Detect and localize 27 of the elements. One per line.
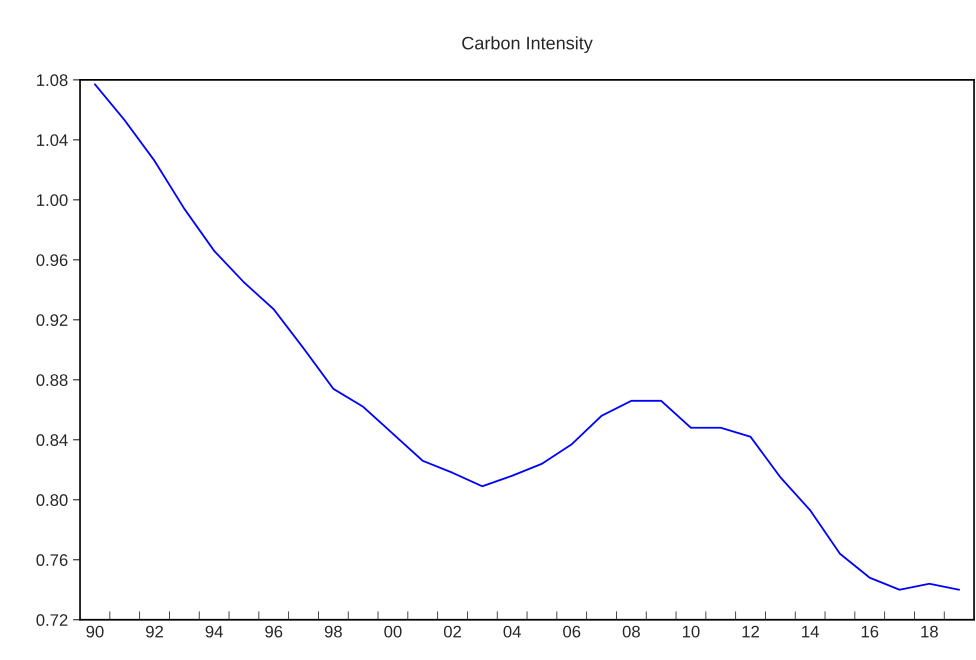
y-tick-label: 0.92 (36, 314, 68, 326)
x-tick-label: 96 (265, 626, 282, 638)
x-tick-label: 06 (563, 626, 580, 638)
chart-title: Carbon Intensity (462, 36, 593, 54)
y-tick-label: 1.08 (37, 74, 68, 86)
y-tick-label: 1.04 (37, 134, 68, 146)
x-tick-label: 92 (146, 626, 163, 638)
y-tick-label: 0.84 (36, 434, 68, 446)
x-tick-label: 18 (921, 626, 938, 638)
y-tick-label: 1.00 (37, 194, 68, 206)
line-series (94, 83, 960, 591)
y-tick-label: 0.80 (36, 494, 68, 506)
y-tick-label: 0.76 (36, 554, 68, 566)
y-tick-label: 0.72 (36, 614, 68, 626)
x-tick-label: 04 (504, 626, 521, 638)
y-tick-label: 0.96 (36, 254, 68, 266)
x-tick-label: 94 (206, 626, 223, 638)
x-tick-label: 08 (622, 626, 640, 638)
y-tick-label: 0.88 (36, 374, 68, 386)
x-tick-label: 14 (802, 626, 819, 638)
x-tick-label: 10 (682, 626, 700, 638)
x-tick-label: 00 (384, 626, 402, 638)
x-tick-label: 16 (862, 626, 878, 638)
x-tick-label: 98 (324, 626, 342, 638)
x-tick-label: 02 (444, 626, 461, 638)
x-tick-label: 90 (86, 626, 104, 638)
x-tick-label: 12 (742, 626, 759, 638)
